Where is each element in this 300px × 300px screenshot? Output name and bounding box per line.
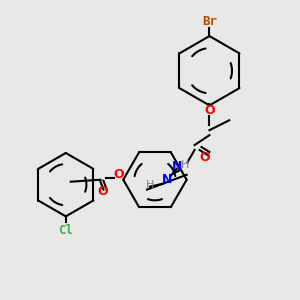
Text: O: O [199,152,210,164]
Text: Cl: Cl [58,224,73,237]
Text: N: N [162,173,172,186]
Text: O: O [204,104,215,117]
Text: O: O [97,185,108,198]
Text: H: H [181,160,189,170]
Text: N: N [172,160,182,173]
Text: Br: Br [202,15,217,28]
Text: H: H [146,180,154,190]
Text: O: O [113,168,124,181]
